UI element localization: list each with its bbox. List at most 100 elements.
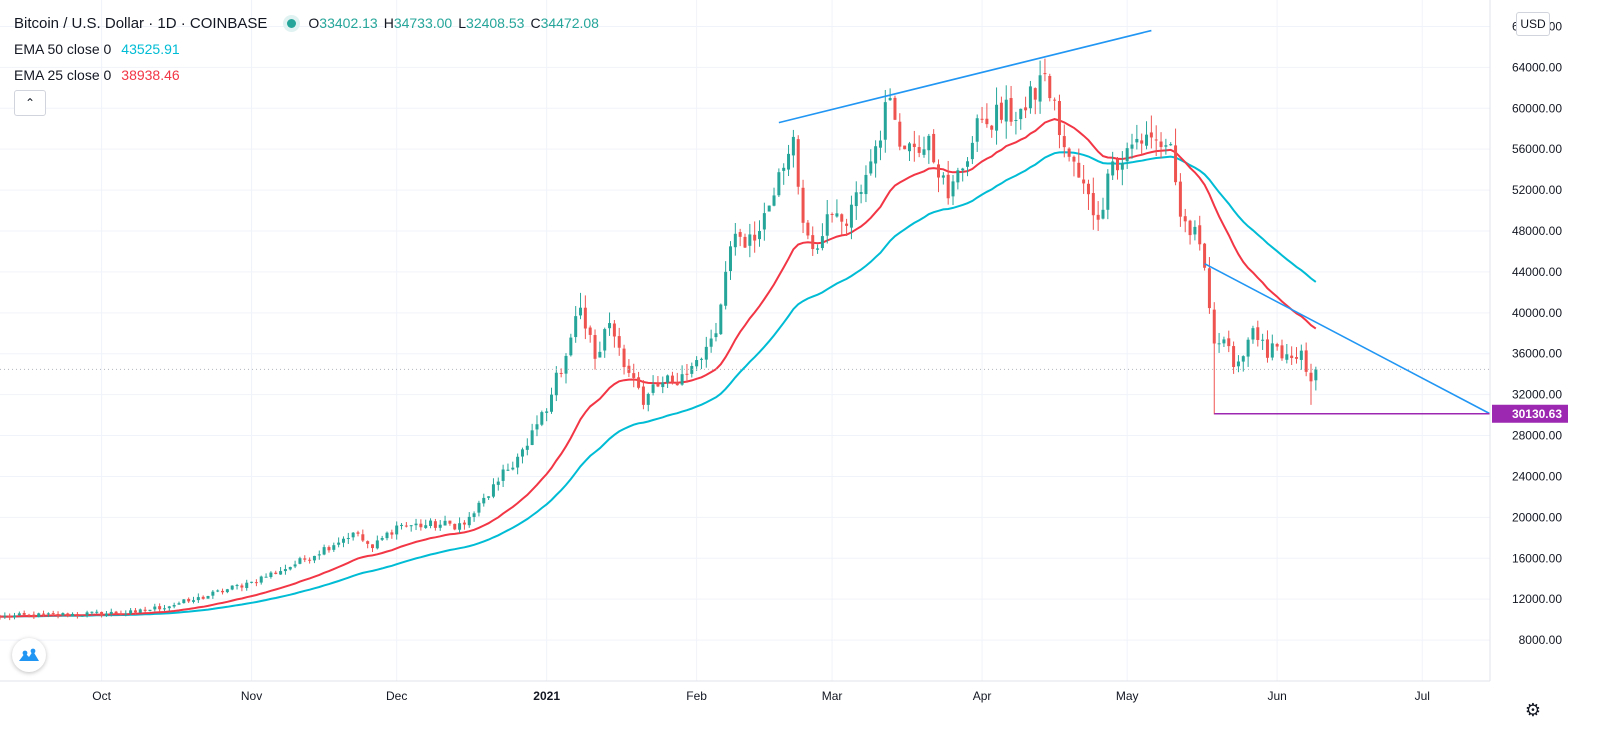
candle-body [656, 383, 660, 387]
candle-body [675, 382, 679, 386]
candle-body [520, 449, 524, 457]
candle-body [274, 572, 278, 574]
x-tick-label: Mar [822, 689, 843, 703]
candle-body [1135, 138, 1139, 143]
candle-body [1188, 220, 1192, 236]
candle-body [733, 233, 737, 248]
candle-body [646, 393, 650, 405]
candle-body [1217, 343, 1221, 345]
axes: 8000.00 12000.00 16000.00 20000.00 24000.00 2… [0, 0, 1568, 703]
candle-body [341, 538, 345, 543]
candle-body [549, 394, 553, 412]
candle-body [1174, 145, 1178, 183]
candle-body [1028, 86, 1032, 109]
candle-body [153, 606, 157, 610]
candle-body [264, 576, 268, 578]
candle-body [390, 532, 394, 535]
candle-body [641, 386, 645, 405]
candle-body [1178, 181, 1182, 217]
candle-body [42, 613, 46, 615]
candle-body [898, 121, 902, 147]
y-tick-label: 64000.00 [1512, 60, 1562, 74]
candle-body [303, 558, 307, 560]
candle-body [17, 613, 21, 616]
candle-body [453, 523, 457, 530]
candle-body [225, 589, 229, 593]
gear-icon: ⚙ [1524, 699, 1542, 720]
candle-body [811, 235, 815, 250]
candle-body [143, 609, 147, 611]
candle-body [753, 234, 757, 241]
candle-body [932, 133, 936, 163]
candle-body [985, 118, 989, 125]
candle-body [496, 481, 500, 485]
candle-body [1207, 268, 1211, 309]
candlesticks [0, 58, 1318, 621]
candle-body [1004, 99, 1008, 122]
candle-body [177, 603, 181, 605]
collapse-legend-button[interactable]: ⌃ [14, 90, 46, 116]
candle-body [506, 469, 510, 471]
candle-body [1241, 356, 1245, 362]
candle-body [472, 513, 476, 517]
candle-body [477, 502, 481, 513]
candle-body [1048, 75, 1052, 99]
candle-body [1164, 145, 1168, 147]
candle-body [80, 615, 84, 617]
candle-body [1101, 209, 1105, 219]
candle-body [250, 581, 254, 583]
candle-body [588, 327, 592, 335]
candle-body [937, 164, 941, 178]
y-tick-label: 20000.00 [1512, 510, 1562, 524]
symbol-title[interactable]: Bitcoin / U.S. Dollar · 1D · COINBASE [14, 14, 268, 32]
candle-body [245, 582, 249, 589]
candle-body [1246, 339, 1250, 357]
candle-body [893, 97, 897, 120]
candle-body [366, 541, 370, 544]
candle-body [95, 611, 99, 613]
candle-body [956, 170, 960, 183]
candle-body [380, 538, 384, 540]
ema25-name: EMA 25 close 0 [14, 67, 112, 83]
candle-body [1145, 134, 1149, 146]
candle-body [796, 139, 800, 187]
candle-body [825, 214, 829, 236]
chart-settings-button[interactable]: ⚙ [1522, 699, 1544, 721]
candle-body [312, 555, 316, 561]
candle-body [361, 534, 365, 541]
ema25-legend[interactable]: EMA 25 close 0 38938.46 [14, 62, 605, 88]
candle-body [1261, 339, 1265, 341]
candle-body [874, 146, 878, 164]
candle-body [888, 98, 892, 101]
candle-body [1309, 372, 1313, 382]
candle-body [1140, 140, 1144, 144]
candle-body [854, 192, 858, 207]
candle-body [1033, 88, 1037, 100]
ema50-legend[interactable]: EMA 50 close 0 43525.91 [14, 36, 605, 62]
candle-body [990, 125, 994, 130]
candle-body [1072, 156, 1076, 162]
candle-body [516, 456, 520, 468]
candle-body [458, 523, 462, 530]
candle-body [114, 611, 118, 614]
x-tick-label: May [1116, 689, 1139, 703]
candle-body [999, 102, 1003, 120]
candle-body [1232, 346, 1236, 368]
candle-body [1086, 183, 1090, 195]
candle-body [709, 338, 713, 347]
currency-button[interactable]: USD [1516, 12, 1550, 36]
logo-button[interactable] [12, 638, 46, 672]
candle-body [835, 213, 839, 217]
x-tick-label: Dec [386, 689, 407, 703]
candle-body [1183, 216, 1187, 222]
candle-body [758, 231, 762, 240]
candle-body [356, 532, 360, 534]
candle-body [138, 609, 142, 613]
price-tag-label: 30130.63 [1512, 407, 1562, 421]
candle-body [1096, 214, 1100, 220]
candle-body [104, 613, 108, 616]
candle-body [133, 610, 137, 613]
candle-body [216, 590, 220, 592]
